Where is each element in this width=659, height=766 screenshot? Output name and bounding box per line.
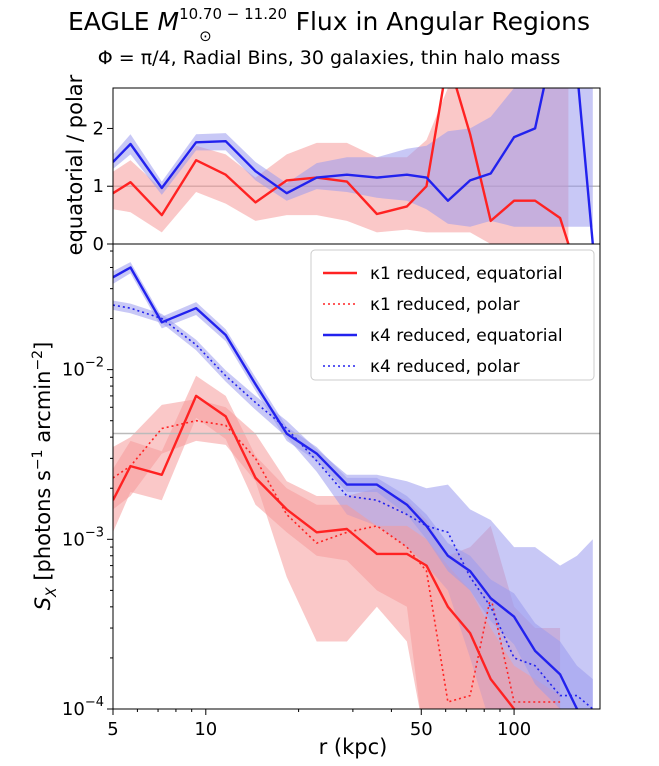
ratio-y-tick-label: 1	[93, 176, 104, 197]
x-tick-label: 100	[497, 719, 531, 740]
flux-y-tick-label: 10−3	[62, 525, 104, 550]
plot-area	[113, 262, 600, 709]
ratio-y-tick-label: 0	[93, 234, 104, 255]
x-tick-label: 50	[410, 719, 433, 740]
flux-y-tick-label: 10−4	[62, 695, 104, 720]
title-prefix: EAGLE	[68, 7, 158, 36]
kappa4-ratio-band	[113, 88, 593, 227]
kappa1-ratio-line	[113, 88, 570, 244]
kappa1-reduced-equatorial-line	[113, 394, 517, 709]
kappa4-ratio-line	[113, 88, 594, 244]
legend-label-kappa4-reduced-polar: κ4 reduced, polar	[370, 357, 520, 377]
legend-label-kappa1-reduced-equatorial: κ1 reduced, equatorial	[370, 264, 563, 284]
legend-box	[310, 249, 595, 381]
flux-y-tick-label: 10−2	[62, 356, 104, 381]
kappa4-reduced-equatorial-line	[113, 266, 579, 709]
ratio-y-tick-label: 2	[93, 118, 104, 139]
flux-panel: 10−4 10−3 10−2 5 10 50 100	[62, 243, 601, 740]
ratio-y-axis-label: equatorial / polar	[63, 74, 87, 255]
legend-label-kappa1-reduced-polar: κ1 reduced, polar	[370, 295, 520, 315]
chart-title: EAGLE M10.70 − 11.20 ⊙ Flux in Angular Re…	[68, 5, 590, 45]
plot-area	[113, 88, 600, 244]
title-suffix: Flux in Angular Regions	[288, 7, 590, 36]
kappa4-reduced-polar-line	[113, 304, 594, 709]
legend: κ1 reduced, equatorial κ1 reduced, polar κ…	[310, 249, 595, 381]
title-m: M	[158, 7, 180, 36]
title-exponent: 10.70 − 11.20	[179, 5, 287, 23]
kappa1-reduced-equatorial-band	[113, 375, 561, 709]
x-tick-label: 5	[107, 719, 118, 740]
flux-frame	[112, 243, 601, 710]
legend-label-kappa4-reduced-equatorial: κ4 reduced, equatorial	[370, 326, 563, 346]
chart-subtitle: Φ = π/4, Radial Bins, 30 galaxies, thin …	[98, 47, 561, 69]
ratio-panel: 0 1 2	[93, 87, 601, 255]
x-tick-label: 10	[194, 719, 217, 740]
flux-y-axis-label: SX [photons s−1 arcmin−2]	[30, 342, 60, 611]
title-subscript: ⊙	[199, 27, 212, 45]
x-axis-label: r (kpc)	[319, 735, 388, 759]
